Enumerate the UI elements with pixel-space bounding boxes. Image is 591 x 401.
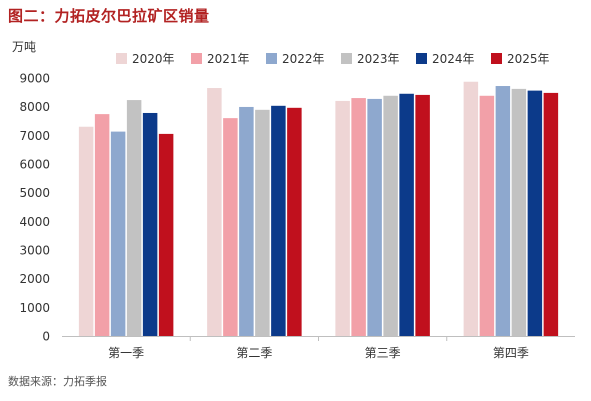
legend-label: 2025年 (507, 52, 550, 66)
bar (223, 118, 238, 336)
bar (126, 100, 142, 336)
bar (207, 88, 222, 337)
x-axis: 第一季 第二季 第三季 第四季 (62, 336, 575, 360)
legend-swatch (416, 53, 427, 64)
y-tick-label: 5000 (19, 186, 50, 200)
bar (479, 95, 495, 336)
y-axis: 0 1000 2000 3000 4000 5000 6000 7000 8000 9000 (19, 72, 50, 344)
bar (367, 98, 382, 336)
bar (158, 133, 174, 336)
legend-label: 2023年 (357, 52, 400, 66)
bar (415, 94, 430, 336)
bar (399, 93, 414, 337)
bar (335, 100, 350, 336)
bar (543, 92, 559, 336)
y-tick-label: 7000 (19, 129, 50, 143)
bar (527, 90, 543, 336)
legend-swatch (341, 53, 352, 64)
legend-label: 2020年 (132, 52, 175, 66)
bar (94, 114, 110, 337)
legend-swatch (491, 53, 502, 64)
legend-swatch (191, 53, 202, 64)
bar (511, 88, 527, 336)
x-tick-label: 第三季 (365, 346, 401, 360)
legend-label: 2022年 (282, 52, 325, 66)
y-tick-label: 2000 (19, 272, 50, 286)
bar (255, 109, 270, 336)
legend-label: 2024年 (432, 52, 475, 66)
bar (239, 106, 254, 336)
legend: 2020年 2021年 2022年 2023年 2024年 2025年 (116, 52, 550, 66)
x-tick-label: 第二季 (236, 346, 272, 360)
bar (351, 98, 366, 336)
y-tick-label: 4000 (19, 215, 50, 229)
chart-title: 图二：力拓皮尔巴拉矿区销量 (8, 7, 210, 25)
bar (383, 95, 398, 336)
x-tick-label: 第一季 (108, 346, 144, 360)
bars (78, 81, 559, 337)
bar (463, 81, 479, 336)
y-tick-label: 6000 (19, 158, 50, 172)
bar (495, 86, 511, 336)
data-source-note: 数据来源：力拓季报 (8, 375, 107, 388)
y-tick-label: 9000 (19, 72, 50, 86)
x-tick-label: 第四季 (493, 346, 529, 360)
y-tick-label: 8000 (19, 100, 50, 114)
bar (110, 131, 126, 336)
y-axis-unit-label: 万吨 (12, 40, 36, 54)
bar (271, 105, 286, 336)
bar (78, 126, 94, 336)
legend-swatch (266, 53, 277, 64)
y-tick-label: 0 (42, 330, 50, 344)
y-tick-label: 3000 (19, 244, 50, 258)
bar (142, 112, 158, 337)
legend-label: 2021年 (207, 52, 250, 66)
y-tick-label: 1000 (19, 301, 50, 315)
legend-swatch (116, 53, 127, 64)
bar (287, 107, 302, 337)
